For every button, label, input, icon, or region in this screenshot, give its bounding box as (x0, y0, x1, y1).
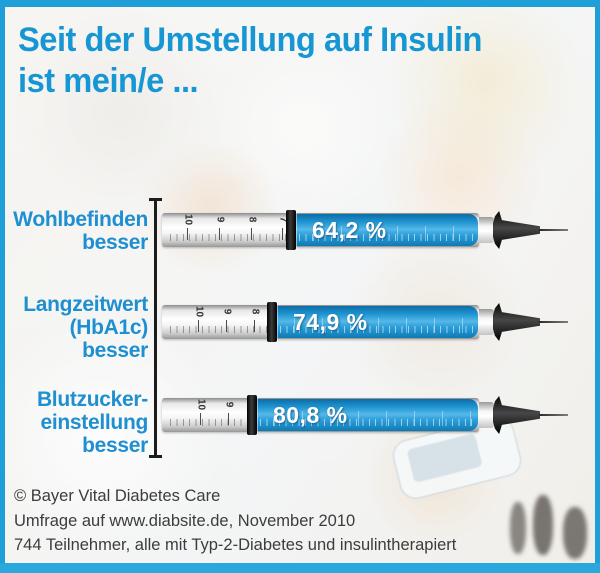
syringe-barrel: 10 9 80,8 % (162, 395, 479, 435)
needle-hub-icon (493, 211, 540, 249)
scale-number: 8 (246, 216, 258, 223)
needle-icon (539, 229, 568, 231)
syringe-plunger (286, 210, 296, 250)
row-label-line: einstellung (40, 411, 148, 434)
chess-piece (533, 495, 553, 555)
syringe-barrel: 10 9 8 74,9 % (162, 302, 479, 342)
scale-mark: 9 (223, 399, 235, 431)
chess-piece (510, 502, 526, 554)
scale-mark: 9 (214, 214, 226, 246)
scale-number: 9 (221, 308, 233, 315)
value-label: 74,9 % (293, 308, 368, 335)
scale-number: 10 (195, 398, 207, 411)
row-label-wohlbefinden: Wohlbefinden besser (6, 208, 148, 254)
chess-piece (563, 507, 587, 559)
row-label-langzeitwert: Langzeitwert (HbA1c) besser (6, 293, 148, 362)
syringe-bar-row-1: 10 9 8 7 64,2 % (162, 210, 574, 250)
scale-number: 9 (214, 216, 226, 223)
syringe-tip (479, 217, 494, 243)
value-label: 64,2 % (312, 216, 387, 243)
footer-sample: 744 Teilnehmer, alle mit Typ-2-Diabetes … (14, 536, 457, 554)
scale-number: 9 (223, 401, 235, 408)
scale-number: 10 (182, 213, 194, 226)
row-label-line: besser (82, 231, 148, 254)
axis-line (149, 198, 162, 458)
footer-copyright: © Bayer Vital Diabetes Care (14, 487, 221, 505)
row-label-line: (HbA1c) (69, 316, 149, 339)
scale-mark: 9 (221, 306, 233, 338)
row-label-line: Langzeitwert (23, 293, 148, 316)
bar-fill: 74,9 % (276, 306, 478, 338)
needle-hub-icon (493, 303, 540, 341)
syringe-plunger (247, 395, 257, 435)
row-label-blutzucker: Blutzucker- einstellung besser (6, 388, 148, 457)
scale-mark: 10 (182, 214, 194, 246)
background-photo (5, 7, 595, 563)
row-label-line: besser (82, 434, 148, 457)
scale-mark: 10 (193, 306, 205, 338)
syringe-bar-row-2: 10 9 8 74,9 % (162, 302, 574, 342)
syringe-plunger (267, 302, 277, 342)
scale-mark: 8 (246, 214, 258, 246)
value-label: 80,8 % (273, 401, 348, 428)
row-label-line: Wohlbefinden (13, 208, 148, 231)
bar-fill: 64,2 % (295, 214, 478, 246)
needle-hub-icon (493, 396, 540, 434)
needle-icon (539, 414, 568, 416)
row-label-line: Blutzucker- (36, 388, 148, 411)
footer-source: Umfrage auf www.diabsite.de, November 20… (14, 512, 356, 530)
page-title: Seit der Umstellung auf Insulin ist mein… (18, 20, 482, 102)
title-line-2: ist mein/e ... (18, 62, 199, 100)
scale-mark: 7 (277, 214, 289, 246)
glucose-meter-screen (406, 433, 483, 483)
syringe-bar-row-3: 10 9 80,8 % (162, 395, 574, 435)
row-label-line: besser (82, 339, 148, 362)
title-line-1: Seit der Umstellung auf Insulin (18, 21, 482, 59)
syringe-barrel: 10 9 8 7 64,2 % (162, 210, 479, 250)
syringe-tip (479, 309, 494, 335)
bottom-accent-bar (0, 563, 600, 573)
bar-fill: 80,8 % (256, 399, 478, 431)
scale-mark: 10 (195, 399, 207, 431)
scale-number: 8 (249, 308, 261, 315)
syringe-tip (479, 402, 494, 428)
needle-icon (539, 321, 568, 323)
scale-number: 10 (193, 305, 205, 318)
scale-mark: 8 (249, 306, 261, 338)
